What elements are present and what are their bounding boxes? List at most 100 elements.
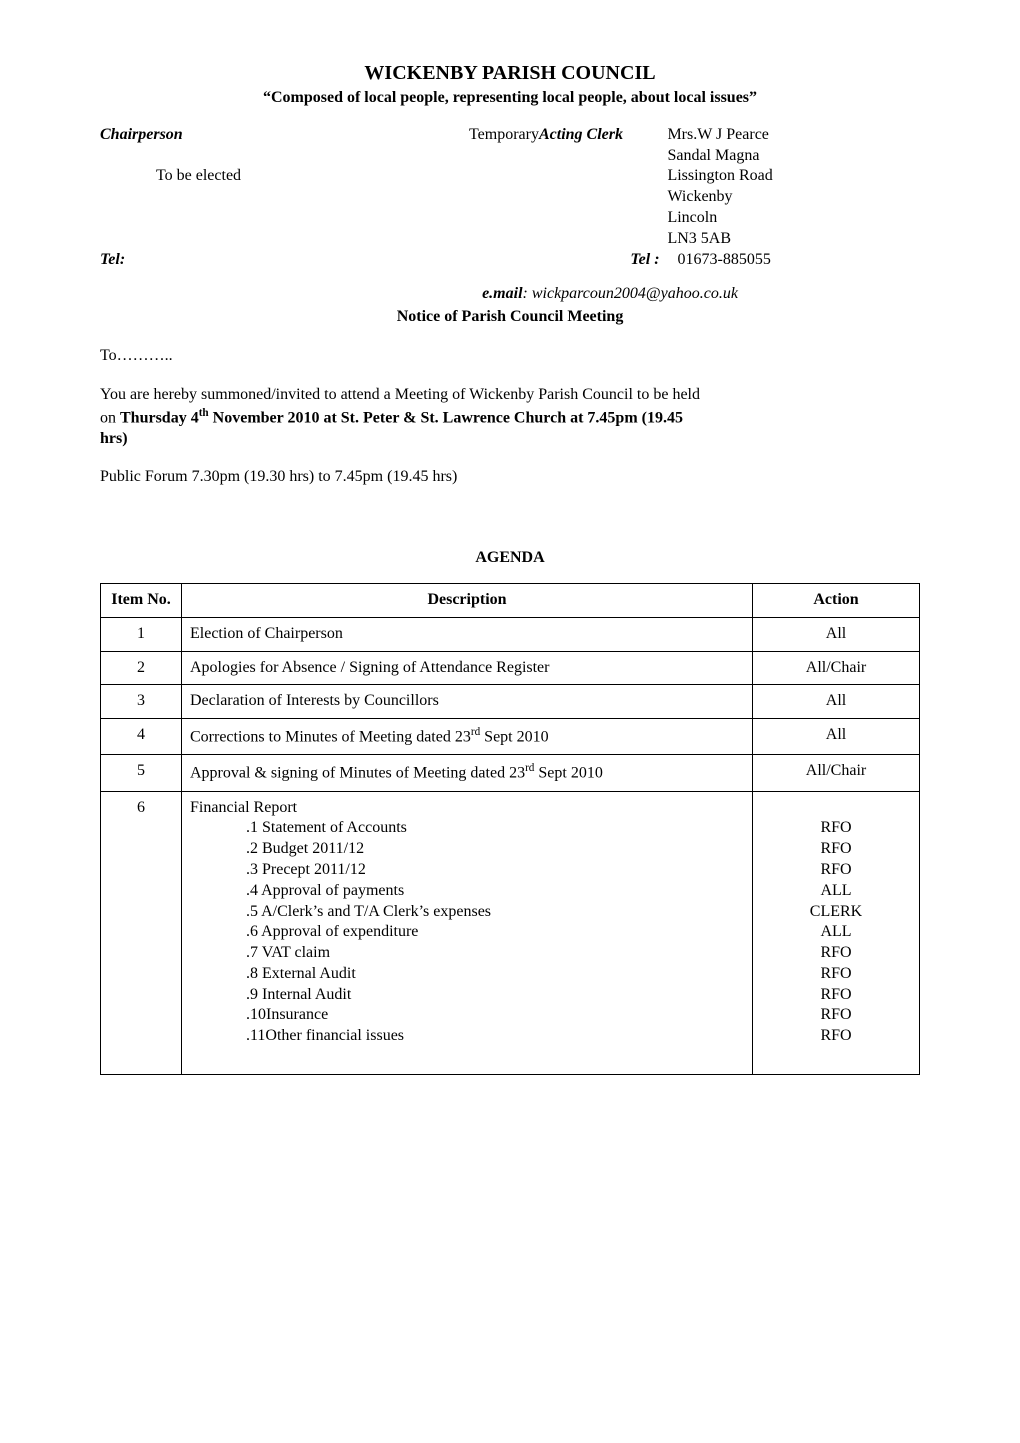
blank-line [190,1047,744,1068]
fin-action-item: RFO [761,818,911,839]
cell-description: Approval & signing of Minutes of Meeting… [182,755,753,791]
cell-desc-sup: rd [471,726,480,738]
cell-desc-sup: rd [525,762,534,774]
fin-sub-item: .9 Internal Audit [246,985,744,1006]
fin-action-item: ALL [761,881,911,902]
chairperson-value: To be elected [100,166,469,187]
fin-sub-item: .4 Approval of payments [246,881,744,902]
fin-report-title: Financial Report [190,798,744,819]
col-header-action: Action [753,584,920,618]
cell-action: All/Chair [753,755,920,791]
cell-description: Corrections to Minutes of Meeting dated … [182,719,753,755]
fin-sub-item: .10Insurance [246,1005,744,1026]
cell-action: RFO RFO RFO ALL CLERK ALL RFO RFO RFO RF… [753,791,920,1074]
clerk-prefix: Temporary [469,126,539,143]
fin-action-item: RFO [761,943,911,964]
summons-block: You are hereby summoned/invited to atten… [100,385,920,450]
cell-description: Financial Report .1 Statement of Account… [182,791,753,1074]
fin-action-item: RFO [761,839,911,860]
document-title: WICKENBY PARISH COUNCIL [100,60,920,86]
fin-action-item: CLERK [761,902,911,923]
summons-line1: You are hereby summoned/invited to atten… [100,385,920,406]
addr-line: Wickenby [667,187,920,208]
cell-item-no: 3 [101,685,182,719]
cell-description: Election of Chairperson [182,617,753,651]
fin-sub-item: .5 A/Clerk’s and T/A Clerk’s expenses [246,902,744,923]
cell-description: Declaration of Interests by Councillors [182,685,753,719]
fin-sub-item: .2 Budget 2011/12 [246,839,744,860]
addr-line: Sandal Magna [667,146,920,167]
agenda-heading: AGENDA [100,548,920,569]
tel-left-label: Tel: [100,250,469,271]
agenda-table: Item No. Description Action 1 Election o… [100,583,920,1075]
tel-right-value: 01673-885055 [678,250,920,271]
agenda-header-row: Item No. Description Action [101,584,920,618]
addr-line: Lissington Road [667,166,920,187]
to-line: To……….. [100,346,920,367]
cell-item-no: 2 [101,651,182,685]
addr-line: LN3 5AB [667,229,920,250]
header-block: Chairperson To be elected Tel: Temporary… [100,125,920,271]
table-row: 6 Financial Report .1 Statement of Accou… [101,791,920,1074]
clerk-name: Mrs.W J Pearce [667,125,920,146]
summons-line3: hrs) [100,429,920,450]
fin-action-item: RFO [761,1005,911,1026]
tel-left-label-text: Tel: [100,251,125,268]
summons-line2-bold-b: November 2010 at St. Peter & St. Lawrenc… [209,409,683,426]
fin-action-item: RFO [761,860,911,881]
table-row: 4 Corrections to Minutes of Meeting date… [101,719,920,755]
tel-right-line: Tel : 01673-885055 [469,250,920,271]
fin-sub-item: .1 Statement of Accounts [246,818,744,839]
table-row: 3 Declaration of Interests by Councillor… [101,685,920,719]
col-header-description: Description [182,584,753,618]
header-left: Chairperson To be elected Tel: [100,125,469,271]
cell-action: All [753,685,920,719]
fin-sub-item: .6 Approval of expenditure [246,922,744,943]
cell-description: Apologies for Absence / Signing of Atten… [182,651,753,685]
table-row: 2 Apologies for Absence / Signing of Att… [101,651,920,685]
fin-sub-item: .11Other financial issues [246,1026,744,1047]
cell-desc-suffix: Sept 2010 [534,765,602,782]
cell-action: All/Chair [753,651,920,685]
summons-line2-prefix: on [100,409,120,426]
fin-sub-item: .8 External Audit [246,964,744,985]
cell-action: All [753,617,920,651]
summons-line2-bold-a: Thursday 4 [120,409,199,426]
summons-line2: on Thursday 4th November 2010 at St. Pet… [100,406,920,429]
clerk-line: TemporaryActing Clerk Mrs.W J Pearce [469,125,920,146]
cell-item-no: 6 [101,791,182,1074]
email-value: : wickparcoun2004@yahoo.co.uk [523,285,738,302]
cell-item-no: 5 [101,755,182,791]
fin-sub-list: .1 Statement of Accounts .2 Budget 2011/… [190,818,744,1047]
forum-line: Public Forum 7.30pm (19.30 hrs) to 7.45p… [100,467,920,488]
summons-line2-sup: th [199,407,209,419]
cell-desc-prefix: Corrections to Minutes of Meeting dated … [190,729,471,746]
addr-line: Lincoln [667,208,920,229]
cell-desc-suffix: Sept 2010 [480,729,548,746]
clerk-label-text: Acting Clerk [539,126,623,143]
page: WICKENBY PARISH COUNCIL “Composed of loc… [0,0,1020,1443]
notice-title: Notice of Parish Council Meeting [100,307,920,328]
fin-action-item: RFO [761,985,911,1006]
cell-action: All [753,719,920,755]
email-line: e.mail: wickparcoun2004@yahoo.co.uk [100,284,920,305]
agenda-table-head: Item No. Description Action [101,584,920,618]
email-label: e.mail [482,285,522,302]
fin-action-item: RFO [761,1026,911,1047]
col-header-item: Item No. [101,584,182,618]
chairperson-label: Chairperson [100,125,469,146]
blank-line [100,146,469,167]
cell-item-no: 4 [101,719,182,755]
fin-action-item: RFO [761,964,911,985]
fin-sub-item: .7 VAT claim [246,943,744,964]
cell-item-no: 1 [101,617,182,651]
blank-line [100,229,469,250]
cell-desc-prefix: Approval & signing of Minutes of Meeting… [190,765,525,782]
summons-line3-bold: hrs) [100,430,128,447]
agenda-table-body: 1 Election of Chairperson All 2 Apologie… [101,617,920,1074]
document-subtitle: “Composed of local people, representing … [100,88,920,109]
table-row: 1 Election of Chairperson All [101,617,920,651]
blank-line [100,187,469,208]
blank-line [100,208,469,229]
table-row: 5 Approval & signing of Minutes of Meeti… [101,755,920,791]
